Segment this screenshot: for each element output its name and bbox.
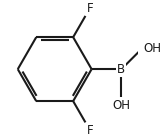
Text: F: F [87,2,93,15]
Text: OH: OH [143,42,160,55]
Text: F: F [87,124,93,137]
Text: B: B [117,63,125,76]
Text: OH: OH [112,99,130,112]
